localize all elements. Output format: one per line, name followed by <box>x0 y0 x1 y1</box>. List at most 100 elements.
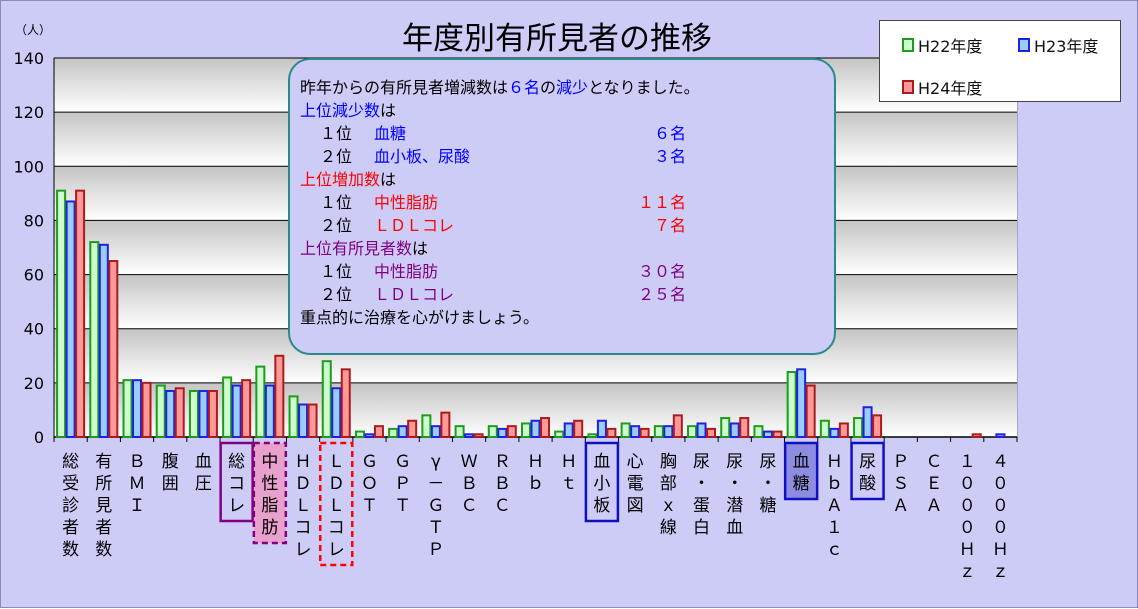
bar-h24 <box>473 433 484 438</box>
callout-text: は <box>380 101 397 120</box>
bar-h23 <box>762 430 773 439</box>
bar-h22 <box>421 414 432 439</box>
legend-swatch-h24 <box>902 80 914 94</box>
callout-text: は <box>412 239 429 258</box>
callout-count: １１名 <box>637 193 686 212</box>
bar-h24 <box>805 384 816 439</box>
bar-h22 <box>554 430 565 439</box>
bar-h22 <box>222 376 233 439</box>
bar-h24 <box>739 417 750 438</box>
bar-h24 <box>440 411 451 438</box>
bar-h23 <box>264 384 275 439</box>
bar-h23 <box>65 200 76 438</box>
y-tick-label: 140 <box>13 49 44 68</box>
x-category-label: 血糖 <box>793 452 810 494</box>
x-category-label: ＧＯＴ <box>361 452 378 516</box>
x-category-label: γ －ＧＴＰ <box>427 452 444 560</box>
bar-h22 <box>454 425 465 438</box>
bar-h23 <box>563 422 574 439</box>
bar-h24 <box>373 425 384 438</box>
bar-h22 <box>321 360 332 439</box>
callout-count: ７名 <box>653 216 686 235</box>
x-category-label: ＬＤＬコレ <box>328 452 345 560</box>
bar-h24 <box>174 387 185 438</box>
callout-rank: ２位 <box>320 285 353 304</box>
bar-h24 <box>606 427 617 438</box>
bar-h23 <box>198 389 209 439</box>
bar-h23 <box>995 433 1006 438</box>
bar-h24 <box>639 427 650 438</box>
bar-h22 <box>122 379 133 438</box>
category-highlight-box <box>783 441 819 501</box>
x-category-label: 心電図 <box>627 452 644 516</box>
legend-item-h23: H23年度 <box>1018 33 1098 57</box>
y-tick-label: 60 <box>24 266 44 285</box>
bar-h23 <box>364 433 375 438</box>
x-category-label: 尿・糖 <box>759 452 776 516</box>
callout-text: 重点的に治療を心がけましょう。 <box>300 308 540 327</box>
x-category-label: ＰＳＡ <box>892 452 909 516</box>
x-category-label: 血小板 <box>593 452 610 516</box>
bar-h23 <box>331 387 342 438</box>
x-category-label: 血圧 <box>195 452 212 494</box>
bar-h24 <box>540 417 550 438</box>
callout-line: 上位有所見者数は <box>300 239 428 259</box>
callout-rank: ２位 <box>320 216 353 235</box>
summary-callout: 昨年からの有所見者増減数は６名の減少となりました。 上位減少数は １位 血糖 ６名 ２位血… <box>288 58 836 355</box>
bar-h24 <box>108 260 119 438</box>
callout-rank: １位 <box>320 262 353 281</box>
legend-label-h22: H22年度 <box>918 37 983 56</box>
bar-h23 <box>530 419 541 438</box>
bar-h24 <box>141 381 152 439</box>
x-category-label: Ｈｔ <box>560 452 577 494</box>
bar-h23 <box>696 422 707 439</box>
bar-h22 <box>388 427 399 438</box>
bar-h22 <box>487 425 498 438</box>
callout-text: ６名 <box>508 78 541 97</box>
bar-h22 <box>56 189 67 438</box>
category-highlight-box <box>584 441 620 523</box>
legend-label-h23: H23年度 <box>1034 37 1099 56</box>
bar-h22 <box>188 389 199 439</box>
bar-h22 <box>720 417 731 438</box>
bar-h24 <box>506 425 517 438</box>
y-tick-label: 120 <box>13 103 44 122</box>
callout-item: ＬＤＬコレ <box>374 285 455 304</box>
bar-h23 <box>796 368 807 439</box>
bar-h23 <box>165 389 176 439</box>
x-category-label: ＧＰＴ <box>394 452 411 516</box>
callout-text: 上位減少数 <box>300 101 381 120</box>
bar-h22 <box>620 422 631 439</box>
bar-h24 <box>340 368 351 439</box>
callout-count: ３名 <box>653 147 686 166</box>
x-category-label: １０００Ｈｚ <box>959 452 976 582</box>
y-tick-label: 40 <box>24 320 44 339</box>
bar-h22 <box>354 430 365 439</box>
callout-text: 減少 <box>556 78 589 97</box>
callout-line: 上位増加数は <box>300 170 396 190</box>
bar-h22 <box>853 417 864 438</box>
bar-h23 <box>132 379 143 438</box>
x-category-label: 尿・蛋白 <box>693 452 710 538</box>
legend-item-h22: H22年度 <box>902 33 982 57</box>
bar-h24 <box>772 430 783 439</box>
bar-h23 <box>829 427 840 438</box>
x-category-label: 総受診者数 <box>62 452 79 560</box>
legend-swatch-h22 <box>902 38 914 52</box>
callout-text: の <box>540 78 557 97</box>
legend: H22年度 H23年度 H24年度 <box>879 20 1121 102</box>
x-category-label: 尿・潜血 <box>726 452 743 538</box>
bar-h24 <box>241 379 252 438</box>
bar-h22 <box>255 365 266 438</box>
bar-h24 <box>672 414 683 439</box>
bar-h23 <box>729 422 740 439</box>
bar-h23 <box>862 406 873 439</box>
x-category-label: 有所見者数 <box>95 452 112 560</box>
callout-item: 中性脂肪 <box>374 262 439 281</box>
callout-item: 血小板、尿酸 <box>374 147 471 166</box>
bar-h24 <box>838 422 849 439</box>
bar-h22 <box>753 425 764 438</box>
callout-text: 上位有所見者数 <box>300 239 413 258</box>
